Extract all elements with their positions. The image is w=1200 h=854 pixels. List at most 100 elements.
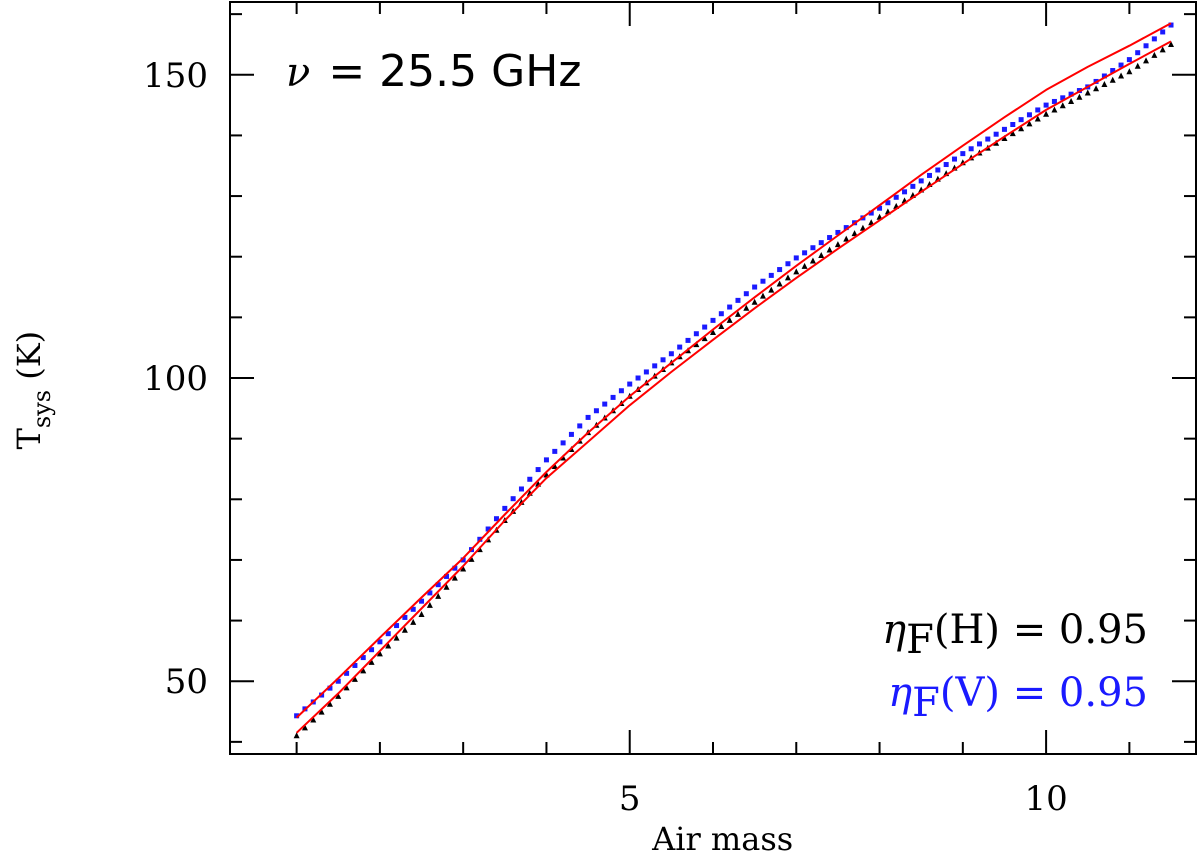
- v-data-point: [952, 156, 957, 162]
- h-data-point: [776, 280, 783, 287]
- h-data-point: [435, 592, 442, 599]
- v-data-point: [877, 205, 883, 211]
- h-data-point: [793, 268, 800, 275]
- v-data-point: [360, 655, 366, 661]
- y-axis-title-main: T: [10, 427, 48, 449]
- eta-h-symbol: η: [882, 607, 906, 653]
- v-data-point: [560, 440, 566, 446]
- h-data-point: [1109, 76, 1116, 83]
- v-data-point: [593, 408, 599, 414]
- h-data-point: [701, 335, 708, 342]
- y-tick-label: 150: [143, 56, 208, 96]
- h-data-point: [1034, 115, 1041, 122]
- eta-h-annotation: ηF(H) = 0.95: [882, 607, 1148, 663]
- h-data-point: [1001, 134, 1008, 141]
- v-data-point: [352, 662, 358, 668]
- h-data-point: [1076, 93, 1083, 100]
- h-data-point: [426, 601, 433, 608]
- v-data-point: [327, 685, 333, 691]
- v-data-point: [993, 131, 999, 137]
- v-data-point: [685, 337, 691, 343]
- v-data-point: [535, 467, 541, 473]
- v-data-point: [602, 401, 608, 407]
- h-data-point: [726, 316, 733, 323]
- v-data-point: [660, 357, 666, 363]
- h-data-point: [468, 555, 475, 562]
- h-data-point: [376, 650, 383, 657]
- h-data-point: [851, 230, 858, 237]
- h-data-point: [1068, 97, 1075, 104]
- v-data-point: [643, 369, 649, 375]
- v-data-point: [502, 505, 508, 511]
- v-data-point: [294, 713, 300, 719]
- h-data-point: [385, 642, 392, 649]
- v-data-point: [577, 423, 583, 429]
- h-data-point: [1134, 62, 1141, 69]
- y-axis-title-gap: [10, 380, 48, 390]
- h-data-point: [834, 241, 841, 248]
- v-data-point: [1126, 57, 1132, 63]
- y-axis-title-unit: (K): [10, 331, 48, 380]
- h-data-point: [451, 574, 458, 581]
- h-data-point: [393, 634, 400, 641]
- h-fit-line: [295, 40, 1172, 734]
- v-data-point: [1160, 29, 1166, 35]
- v-data-point: [1118, 62, 1124, 68]
- eta-h-sub: F: [906, 617, 934, 663]
- v-data-point: [885, 200, 891, 206]
- x-tick-label: 10: [1024, 779, 1067, 819]
- v-data-point: [1035, 107, 1041, 113]
- x-tick-label: 5: [619, 779, 641, 819]
- v-data-point: [1143, 43, 1149, 49]
- v-data-point: [768, 272, 774, 278]
- v-data-point: [835, 229, 841, 235]
- v-data-point: [910, 183, 916, 189]
- v-data-point: [793, 255, 799, 261]
- v-data-point: [918, 178, 924, 184]
- v-data-point: [743, 291, 749, 297]
- v-data-point: [1060, 95, 1066, 101]
- v-data-point: [802, 250, 808, 256]
- v-data-point: [968, 146, 974, 152]
- v-data-point: [627, 381, 633, 387]
- h-data-point: [826, 246, 833, 253]
- frequency-text: = 25.5 GHz: [328, 46, 581, 97]
- h-data-point: [784, 274, 791, 281]
- h-data-point: [1159, 46, 1166, 53]
- v-data-point: [785, 261, 791, 267]
- h-data-point: [868, 219, 875, 226]
- h-data-point: [818, 251, 825, 258]
- v-data-point: [1018, 117, 1024, 123]
- h-data-point: [293, 732, 300, 739]
- h-data-point: [1093, 85, 1100, 92]
- v-data-point: [810, 245, 816, 251]
- v-data-point: [518, 486, 524, 492]
- v-data-point: [552, 448, 558, 454]
- v-data-point: [1068, 91, 1074, 97]
- v-data-point: [510, 496, 516, 502]
- v-data-point: [868, 210, 874, 216]
- h-data-point: [418, 611, 425, 618]
- v-data-point: [943, 162, 949, 168]
- v-data-point: [435, 582, 441, 588]
- x-axis-title: Air mass: [651, 820, 793, 854]
- v-data-point: [760, 278, 766, 284]
- v-data-point: [693, 331, 699, 337]
- v-data-point: [543, 457, 549, 463]
- h-data-point: [734, 310, 741, 317]
- h-data-point: [859, 224, 866, 231]
- h-data-point: [310, 716, 317, 723]
- v-data-point: [335, 678, 341, 684]
- v-data-point: [460, 557, 466, 563]
- v-data-point: [960, 151, 966, 157]
- v-data-point: [485, 526, 491, 532]
- v-data-point: [1101, 73, 1107, 79]
- nu-symbol: ν: [286, 50, 310, 96]
- h-data-point: [1118, 72, 1125, 79]
- v-data-point: [668, 351, 674, 357]
- h-data-point: [443, 583, 450, 590]
- h-data-point: [1084, 89, 1091, 96]
- v-data-point: [394, 623, 400, 629]
- v-data-point: [818, 240, 824, 246]
- h-data-point: [360, 667, 367, 674]
